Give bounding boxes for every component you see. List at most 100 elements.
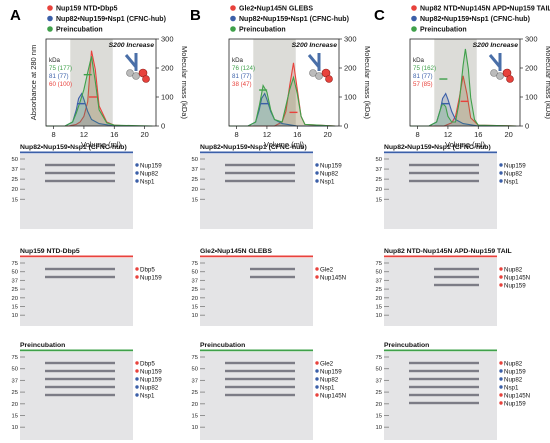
protein-band [409, 377, 479, 381]
ladder-label: 15 [192, 414, 198, 420]
complex-cartoon [124, 53, 150, 83]
ladder-label: 10 [376, 425, 382, 431]
protein-band [434, 267, 479, 271]
protein-band [434, 283, 479, 287]
axes-frame [228, 38, 340, 127]
band-label: Nup145N [320, 392, 346, 399]
axes-frame [45, 38, 157, 127]
band-label: Nup82 [320, 170, 339, 177]
protein-band [45, 369, 115, 373]
x-tick-label: 16 [474, 130, 482, 139]
panel-letter: A [10, 7, 21, 24]
protein-band [250, 275, 295, 279]
x-tick-label: 12 [263, 130, 271, 139]
gel-color-bar [20, 255, 133, 258]
x-tick-label: 16 [110, 130, 118, 139]
band-marker [135, 267, 139, 271]
cartoon-domain [490, 69, 498, 77]
legend-label: Nup82 NTD•Nup145N APD•Nup159 TAIL [420, 6, 550, 13]
series-line [46, 56, 153, 127]
gel-color-bar [200, 349, 313, 352]
x-axis-label: Volume (ml) [445, 140, 486, 149]
protein-band [409, 179, 479, 183]
band-label: Nup159 [504, 282, 526, 289]
gel: Nup82•Nup159•Nsp1 (CFNC-hub)50 37 25 20 15 Nu… [376, 144, 526, 229]
ladder-label: 75 [376, 261, 382, 267]
legend-dot [230, 26, 236, 32]
gel: Preincubation75503725201510Gle2Nup159Nup… [192, 342, 346, 440]
band-label: Nsp1 [504, 178, 519, 185]
cartoon-domain [309, 69, 317, 77]
band-marker [499, 283, 503, 287]
y2-tick-label: 0 [161, 122, 165, 131]
ladder-label: 37 [192, 378, 198, 384]
ladder-label: 50 [376, 270, 382, 276]
band-marker [315, 369, 319, 373]
legend-label: Nup82•Nup159•Nsp1 (CFNC-hub) [56, 16, 166, 23]
cartoon-domain [325, 75, 333, 83]
ladder-label: 50 [192, 270, 198, 276]
band-label: Dbp5 [140, 360, 155, 367]
ladder-label: 37 [376, 167, 382, 173]
kda-entry: 81 (77) [232, 73, 252, 80]
x-axis-label: Volume (ml) [264, 140, 305, 149]
gel-color-bar [384, 349, 497, 352]
ladder-label: 20 [376, 187, 382, 193]
ladder-label: 50 [12, 270, 18, 276]
ladder-label: 37 [192, 167, 198, 173]
band-marker [135, 393, 139, 397]
band-marker [135, 361, 139, 365]
gel-title: Preincubation [20, 342, 65, 349]
gel-title: Nup82•Nup159•Nsp1 (CFNC-hub) [384, 144, 491, 151]
panel-letter: C [374, 7, 385, 24]
y2-axis-label: Molecular mass (kDa) [544, 46, 550, 119]
gel-background [20, 154, 133, 229]
protein-band [409, 385, 479, 389]
band-label: Nup82 [504, 170, 523, 177]
band-label: Nsp1 [320, 178, 335, 185]
ladder-label: 15 [376, 305, 382, 311]
protein-band [225, 393, 295, 397]
legend-dot [47, 5, 53, 11]
ladder-label: 10 [192, 425, 198, 431]
band-label: Dbp5 [140, 266, 155, 273]
gel: Preincubation75503725201510Dbp5Nup159Nup… [12, 342, 162, 440]
gel-title: Gle2•Nup145N GLEBS [200, 248, 272, 255]
y2-tick-label: 300 [161, 35, 174, 44]
legend-label: Nup82•Nup159•Nsp1 (CFNC-hub) [420, 16, 530, 23]
ladder-label: 50 [192, 157, 198, 163]
column-name: S200 Increase [292, 42, 338, 49]
legend-dot [411, 15, 417, 22]
legend-label: Nup82•Nup159•Nsp1 (CFNC-hub) [239, 16, 349, 23]
band-marker [135, 163, 139, 167]
shaded-region [253, 39, 296, 126]
band-label: Nsp1 [320, 384, 335, 391]
band-marker [499, 369, 503, 373]
ladder-label: 10 [12, 425, 18, 431]
ladder-label: 37 [12, 378, 18, 384]
band-label: Gle2 [320, 266, 334, 273]
gel-color-bar [20, 349, 133, 352]
band-marker [315, 275, 319, 279]
kda-entry: 57 (85) [413, 81, 433, 88]
ladder-label: 75 [12, 355, 18, 361]
protein-band [45, 163, 115, 167]
series-line [229, 75, 336, 127]
ladder-label: 20 [192, 187, 198, 193]
band-label: Nup82 [504, 376, 523, 383]
band-marker [499, 401, 503, 405]
ladder-label: 37 [12, 167, 18, 173]
x-tick-label: 8 [52, 130, 56, 139]
protein-band [225, 377, 295, 381]
band-label: Nup159 [140, 368, 162, 375]
ladder-label: 20 [376, 296, 382, 302]
ladder-label: 15 [192, 197, 198, 203]
band-label: Nup82 [140, 384, 159, 391]
band-label: Nup159 [140, 376, 162, 383]
protein-band [409, 361, 479, 365]
protein-band [225, 163, 295, 167]
protein-band [45, 275, 115, 279]
